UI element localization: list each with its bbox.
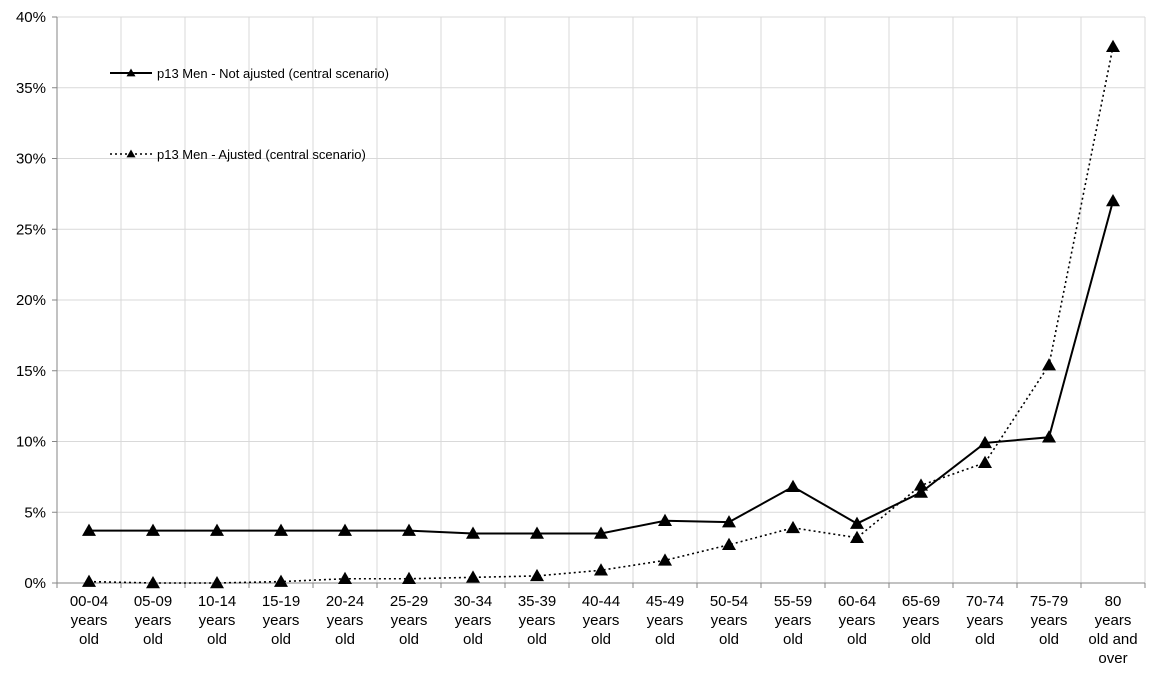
x-tick-label: 70-74 years old (966, 593, 1004, 648)
data-point-marker (1042, 430, 1056, 443)
data-point-marker (274, 574, 288, 587)
legend-marker (126, 68, 136, 77)
data-point-marker (722, 515, 736, 528)
legend-label: p13 Men - Not ajusted (central scenario) (157, 66, 389, 81)
legend-label: p13 Men - Ajusted (central scenario) (157, 147, 366, 162)
x-tick-label: 80 years old and over (1088, 593, 1137, 667)
x-tick-label: 15-19 years old (262, 593, 300, 648)
series-2 (82, 39, 1120, 589)
y-tick-label: 25% (16, 221, 46, 238)
legend-entry-2: p13 Men - Ajusted (central scenario) (110, 147, 366, 162)
series-layer (82, 39, 1120, 589)
data-point-marker (978, 435, 992, 449)
data-point-marker (466, 570, 480, 583)
data-point-marker (978, 455, 992, 468)
data-point-marker (146, 576, 160, 589)
x-tick-label: 50-54 years old (710, 593, 748, 648)
data-point-marker (82, 523, 96, 536)
y-tick-label: 35% (16, 80, 46, 97)
data-point-marker (146, 523, 160, 536)
data-point-marker (402, 571, 416, 585)
data-point-marker (530, 526, 544, 539)
data-point-marker (530, 568, 544, 582)
data-point-marker (338, 571, 352, 585)
legend-marker (126, 149, 136, 158)
x-tick-label: 40-44 years old (582, 593, 620, 648)
data-point-marker (850, 530, 864, 543)
data-point-marker (338, 523, 352, 536)
data-point-marker (850, 516, 864, 529)
x-tick-label: 10-14 years old (198, 593, 236, 648)
y-tick-label: 15% (16, 363, 46, 380)
x-tick-label: 75-79 years old (1030, 593, 1068, 648)
y-tick-label: 0% (24, 575, 46, 592)
data-point-marker (594, 563, 608, 576)
axes: 0% 5% 10% 15% 20% 25% 30% 35% 40% 00-04 years old 05… (16, 9, 1146, 667)
legend: p13 Men - Not ajusted (central scenario)… (110, 66, 389, 162)
series-1 (82, 193, 1120, 539)
x-tick-label: 20-24 years old (326, 593, 364, 648)
x-tick-label: 25-29 years old (390, 593, 428, 648)
data-point-marker (210, 576, 224, 589)
legend-entry-1: p13 Men - Not ajusted (central scenario) (110, 66, 389, 81)
x-tick-label: 55-59 years old (774, 593, 812, 648)
data-point-marker (1106, 39, 1120, 52)
y-tick-label: 10% (16, 434, 46, 451)
data-point-marker (658, 553, 672, 566)
x-tick-label: 45-49 years old (646, 593, 684, 648)
y-tick-label: 5% (24, 504, 46, 521)
data-point-marker (594, 526, 608, 539)
data-point-marker (914, 478, 928, 491)
x-tick-label: 65-69 years old (902, 593, 940, 648)
data-point-marker (274, 523, 288, 536)
data-point-marker (1106, 193, 1120, 207)
data-point-marker (786, 520, 800, 534)
x-tick-label: 00-04 years old (70, 593, 108, 648)
x-tick-label: 35-39 years old (518, 593, 556, 648)
data-point-marker (1042, 358, 1056, 371)
x-tick-label: 05-09 years old (134, 593, 172, 648)
y-tick-label: 40% (16, 9, 46, 26)
data-point-marker (786, 479, 800, 493)
y-tick-label: 20% (16, 292, 46, 309)
y-tick-label: 30% (16, 151, 46, 168)
series-line (89, 200, 1114, 535)
data-point-marker (82, 574, 96, 587)
data-point-marker (914, 485, 928, 498)
data-point-marker (402, 523, 416, 536)
data-point-marker (722, 537, 736, 551)
series-line (88, 46, 1114, 584)
data-point-marker (658, 513, 672, 526)
x-tick-label: 60-64 years old (838, 593, 876, 648)
data-point-marker (210, 523, 224, 536)
x-tick-label: 30-34 years old (454, 593, 492, 648)
grid (57, 16, 1146, 583)
data-point-marker (466, 526, 480, 539)
